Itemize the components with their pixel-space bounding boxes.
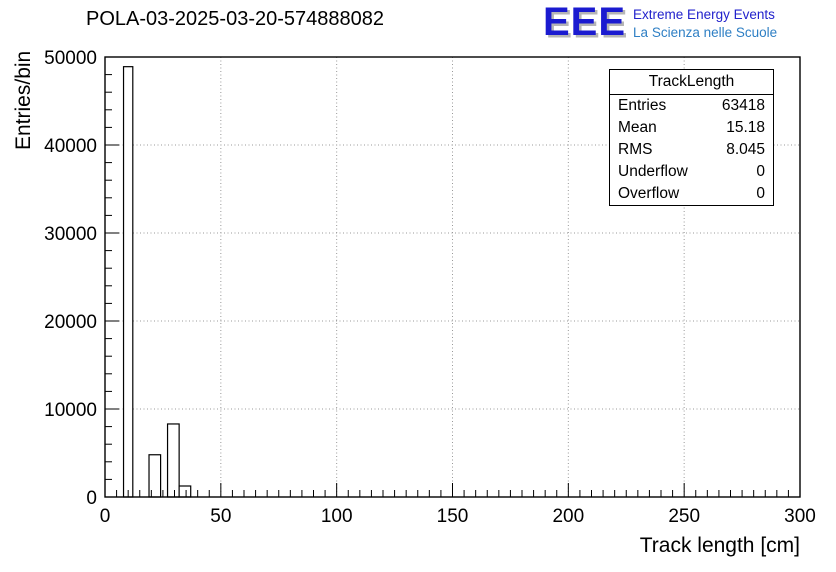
svg-text:250: 250 <box>668 506 700 527</box>
stats-label: Mean <box>618 119 657 136</box>
stats-value: 63418 <box>721 97 765 114</box>
stats-label: Entries <box>618 97 667 114</box>
histogram-bars <box>122 66 192 498</box>
stats-row-underflow: Underflow 0 <box>610 161 773 183</box>
svg-text:150: 150 <box>437 506 469 527</box>
stats-value: 0 <box>756 163 765 180</box>
grid-lines <box>105 57 800 497</box>
svg-text:40000: 40000 <box>44 136 97 157</box>
axis-ticks <box>104 56 801 498</box>
tick-labels: 0 50 100 150 200 250 300 0 10000 20000 30000 40000 5… <box>44 48 816 527</box>
eee-logo-line2: La Scienza nelle Scuole <box>633 24 778 40</box>
svg-text:100: 100 <box>321 506 353 527</box>
eee-logo-line1: Extreme Energy Events <box>633 7 775 22</box>
y-axis-label: Entries/bin <box>12 50 35 150</box>
svg-text:50000: 50000 <box>44 48 97 69</box>
svg-text:0: 0 <box>86 488 97 509</box>
stats-title: TrackLength <box>610 70 773 95</box>
eee-logo-subtitle: Extreme Energy Events La Scienza nelle S… <box>633 3 777 41</box>
plot-title: POLA-03-2025-03-20-574888082 <box>86 8 384 30</box>
stats-box: TrackLength Entries 63418 Mean 15.18 RMS… <box>609 69 774 206</box>
eee-logo: EEE Extreme Energy Events La Scienza nel… <box>543 0 777 44</box>
svg-text:300: 300 <box>784 506 816 527</box>
svg-text:30000: 30000 <box>44 224 97 245</box>
stats-row-overflow: Overflow 0 <box>610 183 773 205</box>
x-axis-label: Track length [cm] <box>639 534 800 557</box>
stats-value: 15.18 <box>726 119 765 136</box>
eee-logo-text: EEE <box>543 0 627 44</box>
stats-value: 8.045 <box>726 141 765 158</box>
stats-label: Overflow <box>618 185 680 202</box>
stats-row-mean: Mean 15.18 <box>610 117 773 139</box>
stats-label: Underflow <box>618 163 688 180</box>
svg-text:50: 50 <box>210 506 231 527</box>
stats-row-entries: Entries 63418 <box>610 95 773 117</box>
stats-row-rms: RMS 8.045 <box>610 139 773 161</box>
svg-text:0: 0 <box>100 506 111 527</box>
svg-text:200: 200 <box>552 506 584 527</box>
svg-text:20000: 20000 <box>44 312 97 333</box>
svg-text:10000: 10000 <box>44 400 97 421</box>
stats-value: 0 <box>756 185 765 202</box>
stats-label: RMS <box>618 141 653 158</box>
